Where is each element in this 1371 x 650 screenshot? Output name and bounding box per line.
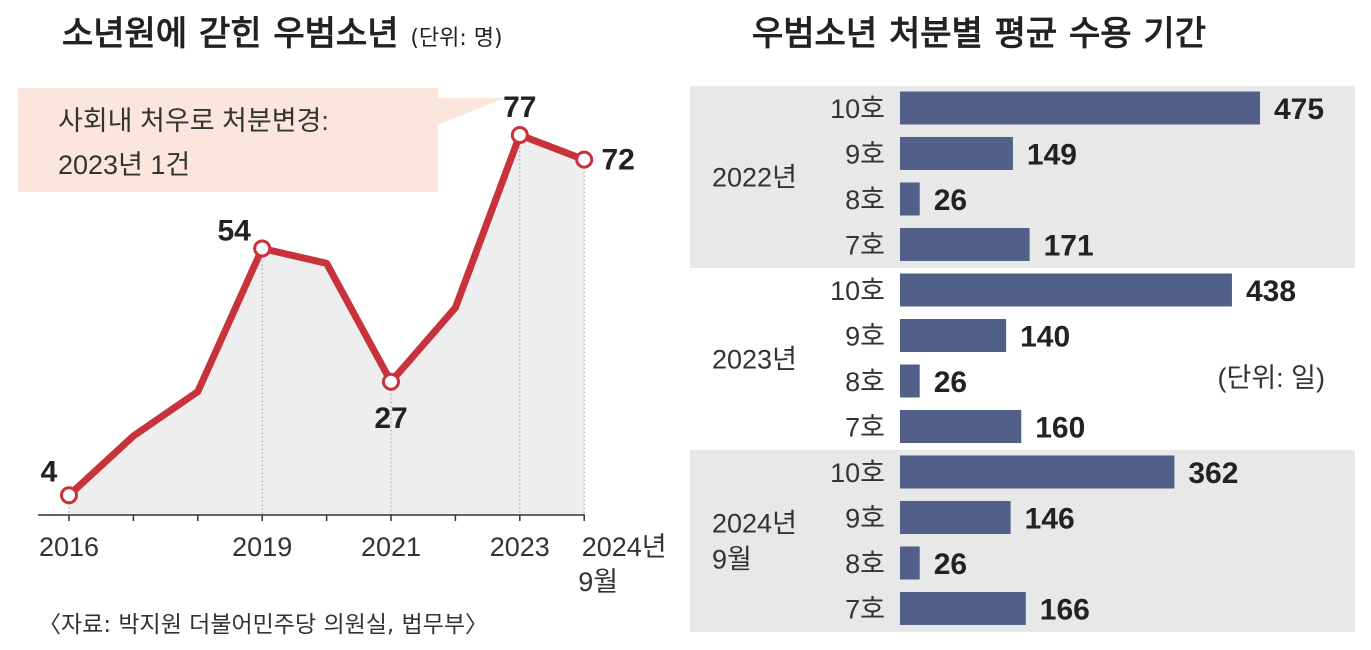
bar-2-4	[900, 410, 1022, 443]
bar-value-2-3: 26	[934, 366, 967, 399]
bar-value-3-2: 146	[1025, 503, 1075, 536]
series-line	[65, 131, 588, 499]
bar-category-1-1: 10호	[830, 94, 885, 124]
bar-1-3	[900, 182, 920, 216]
bar-value-1-4: 171	[1044, 230, 1094, 263]
bar-category-1-4: 7호	[845, 231, 885, 261]
bar-category-3-2: 9호	[845, 504, 885, 534]
bar-value-3-3: 26	[934, 548, 967, 581]
x-label-9-line-2: 9월	[578, 567, 618, 597]
bar-category-3-3: 8호	[845, 549, 885, 579]
left-unit-label: (단위: 명)	[410, 26, 503, 51]
group-label-2: 2023년	[712, 344, 797, 374]
callout-line-2: 2023년 1건	[58, 150, 190, 180]
group-label-3-line-1: 2024년	[712, 508, 797, 538]
bar-value-2-2: 140	[1020, 321, 1070, 354]
left-title-text: 소년원에 갇힌 우범소년	[62, 14, 399, 54]
point-marker-2016	[60, 486, 78, 505]
bar-value-1-1: 475	[1274, 93, 1324, 126]
bar-category-1-3: 8호	[845, 185, 885, 215]
bar-category-2-4: 7호	[845, 413, 885, 443]
bar-3-3	[900, 546, 920, 580]
bar-1-4	[900, 228, 1030, 261]
bar-category-3-4: 7호	[845, 595, 885, 625]
line-area-fill	[69, 135, 585, 515]
value-label-2021: 27	[374, 402, 407, 435]
x-label-1: 2016	[39, 532, 99, 562]
x-label-6: 2021	[361, 532, 421, 562]
value-label-2016: 4	[41, 455, 58, 488]
bar-1-1	[900, 91, 1260, 125]
point-marker-2023	[510, 126, 529, 144]
group-label-3-line-2: 9월	[712, 544, 752, 574]
left-chart-title: 소년원에 갇힌 우범소년 (단위: 명)	[62, 6, 503, 55]
x-label-8: 2023	[490, 532, 550, 562]
right-unit-label: (단위: 일)	[1217, 363, 1325, 393]
group-label-1: 2022년	[712, 162, 797, 192]
bar-category-2-2: 9호	[845, 322, 885, 352]
bar-3-2	[900, 501, 1011, 534]
source-note: 〈자료: 박지원 더불어민주당 의원실, 법무부〉	[38, 612, 489, 638]
callout-pointer	[430, 98, 505, 128]
value-label-2024년 9월: 72	[602, 144, 635, 177]
bar-value-2-4: 160	[1035, 412, 1085, 445]
point-marker-2024년 9월	[575, 150, 594, 169]
point-marker-2019	[253, 239, 272, 258]
value-label-2023: 77	[503, 91, 536, 124]
bar-3-1	[900, 455, 1175, 489]
bar-1-2	[900, 137, 1013, 170]
bar-2-2	[900, 319, 1007, 352]
right-chart-title: 우범소년 처분별 평균 수용 기간	[752, 14, 1206, 54]
bar-category-2-1: 10호	[830, 276, 885, 306]
bar-value-3-4: 166	[1040, 594, 1090, 627]
point-marker-2021	[382, 372, 400, 391]
x-label-4: 2019	[232, 532, 292, 562]
bar-value-3-1: 362	[1188, 457, 1238, 490]
callout-box	[18, 88, 438, 192]
callout-line-1: 사회내 처우로 처분변경:	[58, 106, 329, 136]
bar-2-3	[900, 364, 920, 398]
value-label-2019: 54	[218, 215, 252, 248]
bar-category-1-2: 9호	[845, 140, 885, 170]
bar-value-2-1: 438	[1246, 275, 1296, 308]
bar-value-1-2: 149	[1027, 139, 1077, 172]
bar-2-1	[900, 273, 1232, 307]
bar-category-2-3: 8호	[845, 367, 885, 397]
bar-3-4	[900, 592, 1026, 625]
bar-value-1-3: 26	[934, 184, 967, 217]
x-label-9-line-1: 2024년	[582, 532, 667, 562]
bar-category-3-1: 10호	[830, 458, 885, 488]
